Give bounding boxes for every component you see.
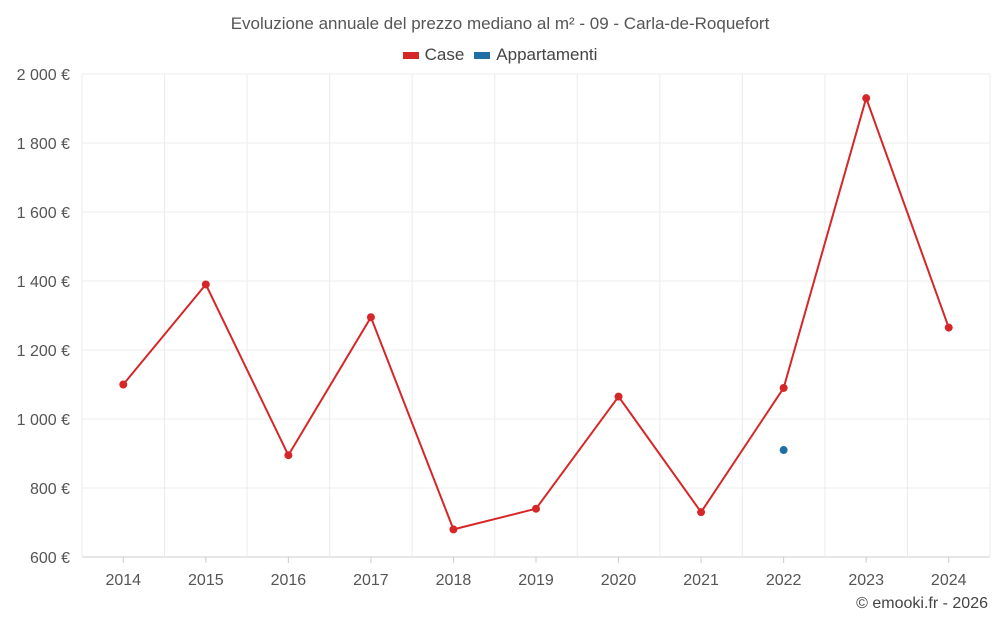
data-point-0-2020 <box>614 392 623 401</box>
legend-label-case: Case <box>424 45 465 64</box>
x-tick-label: 2017 <box>353 572 389 589</box>
legend-swatch-appartamenti <box>474 51 491 59</box>
y-tick-label: 800 € <box>30 481 70 498</box>
legend-label-appartamenti: Appartamenti <box>496 45 598 64</box>
data-point-0-2024 <box>944 323 953 332</box>
chart-title: Evoluzione annuale del prezzo mediano al… <box>230 14 770 33</box>
x-tick-label: 2014 <box>105 572 141 589</box>
x-tick-label: 2022 <box>766 572 802 589</box>
y-tick-label: 1 600 € <box>17 205 70 222</box>
data-point-0-2016 <box>284 451 293 460</box>
data-point-0-2021 <box>697 508 706 517</box>
y-tick-label: 1 800 € <box>17 136 70 153</box>
y-tick-label: 600 € <box>30 550 70 567</box>
x-tick-label: 2020 <box>601 572 637 589</box>
legend-swatch-case <box>402 51 419 59</box>
y-tick-label: 2 000 € <box>17 67 70 84</box>
x-tick-label: 2021 <box>683 572 719 589</box>
x-tick-label: 2023 <box>848 572 884 589</box>
data-point-0-2022 <box>779 383 788 392</box>
data-point-0-2023 <box>862 94 871 103</box>
data-point-0-2015 <box>201 280 210 289</box>
legend-item-case[interactable]: Case <box>402 45 465 65</box>
credit-text: © emooki.fr - 2026 <box>856 595 988 612</box>
legend-item-appartamenti[interactable]: Appartamenti <box>474 45 597 65</box>
x-tick-label: 2024 <box>931 572 967 589</box>
legend: Case Appartamenti <box>0 45 1000 65</box>
data-point-0-2017 <box>366 313 375 322</box>
y-tick-label: 1 200 € <box>17 343 70 360</box>
data-point-0-2014 <box>119 380 128 389</box>
data-point-0-2018 <box>449 525 458 534</box>
x-tick-label: 2016 <box>271 572 307 589</box>
y-tick-label: 1 000 € <box>17 412 70 429</box>
x-tick-label: 2015 <box>188 572 224 589</box>
y-tick-label: 1 400 € <box>17 274 70 291</box>
data-point-1-2022 <box>779 446 788 455</box>
x-tick-label: 2018 <box>436 572 472 589</box>
data-point-0-2019 <box>532 504 540 513</box>
x-tick-label: 2019 <box>518 572 554 589</box>
